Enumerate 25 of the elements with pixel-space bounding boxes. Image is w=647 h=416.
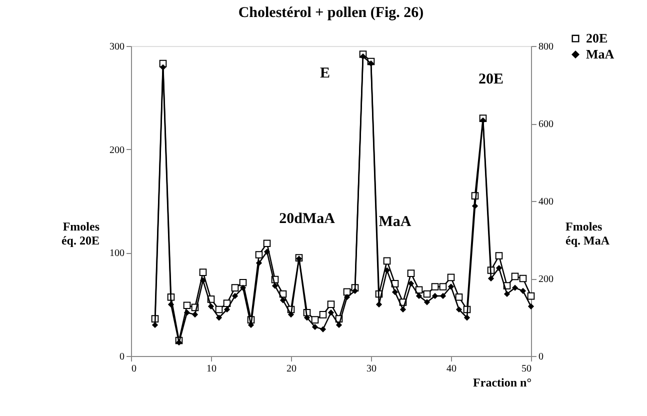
- y2-tick-label: 600: [538, 119, 554, 130]
- y-tick-label: 300: [110, 42, 124, 52]
- y-tick-label: 100: [110, 248, 124, 260]
- y2-tick-label: 400: [538, 196, 554, 208]
- x-tick-label: 50: [522, 364, 532, 374]
- legend-label: MaA: [586, 46, 615, 62]
- x-tick-label: 0: [132, 364, 136, 374]
- x-tick-label: 10: [206, 364, 216, 374]
- annotation: 20dMaA: [279, 210, 336, 227]
- annotation: E: [320, 65, 330, 82]
- x-tick-label: 20: [286, 364, 296, 374]
- legend-label: 20E: [586, 30, 608, 46]
- y2-tick-label: 200: [538, 274, 554, 285]
- y2-axis-title: Fmoles éq. MaA: [566, 219, 610, 248]
- x-axis-title: Fraction n°: [473, 376, 532, 390]
- y2-tick-label: 800: [538, 42, 554, 52]
- x-tick-label: 40: [446, 364, 456, 374]
- annotation: MaA: [378, 214, 412, 230]
- y-axis-title: Fmoles éq. 20E: [61, 219, 100, 248]
- y-tick-label: 0: [120, 352, 124, 362]
- annotation: 20E: [478, 71, 504, 88]
- y2-tick-label: 0: [538, 352, 544, 362]
- chart-title: Cholestérol + pollen (Fig. 26): [238, 5, 424, 21]
- x-tick-label: 30: [366, 364, 376, 374]
- y-tick-label: 200: [110, 144, 124, 156]
